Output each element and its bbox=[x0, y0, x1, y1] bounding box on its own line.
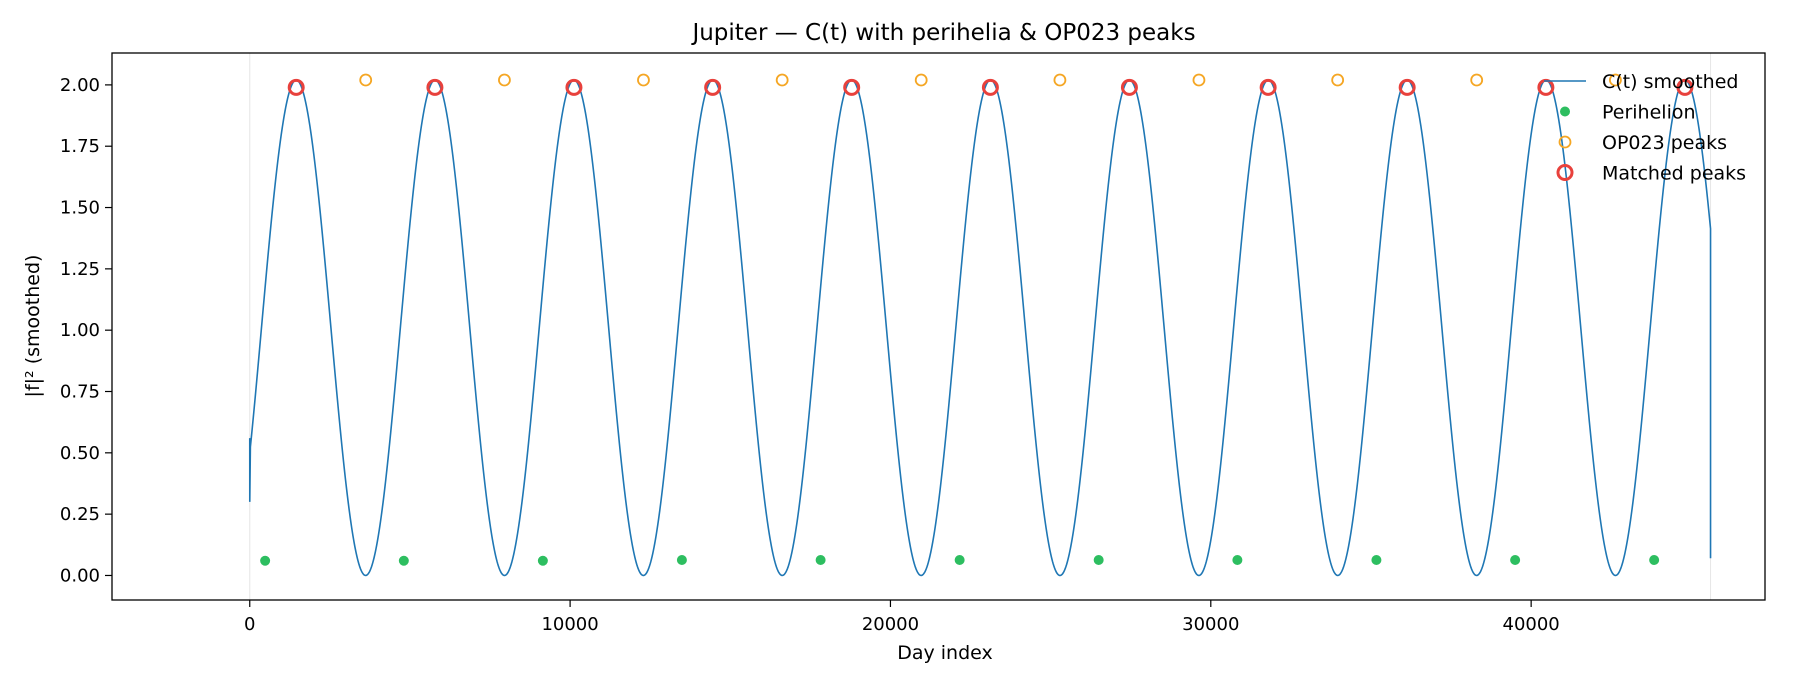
matched-peaks-point-2 bbox=[565, 78, 583, 96]
y-tick-label-6: 1.50 bbox=[60, 198, 100, 219]
perihelion-point-10 bbox=[1649, 555, 1660, 566]
op023-peaks-point-6 bbox=[1192, 73, 1206, 87]
matched-peaks-point-7 bbox=[1259, 78, 1277, 96]
perihelion-point-3 bbox=[676, 555, 687, 566]
legend-swatch-matched-peaks bbox=[1556, 164, 1574, 181]
legend-label-perihelion: Perihelion bbox=[1602, 102, 1696, 124]
op023-peaks-point-0 bbox=[359, 73, 373, 87]
op023-peaks-point-3 bbox=[775, 73, 789, 87]
x-axis-label: Day index bbox=[897, 642, 993, 664]
legend-label-matched-peaks: Matched peaks bbox=[1602, 163, 1746, 185]
op023-peaks-point-4 bbox=[914, 73, 928, 87]
perihelion-point-2 bbox=[537, 555, 548, 566]
op023-peaks-point-2 bbox=[637, 73, 650, 87]
legend: C(t) smoothed Perihelion OP023 peaks Matche… bbox=[1544, 71, 1746, 185]
x-tick-label-3: 30000 bbox=[1182, 614, 1239, 635]
x-tick-label-2: 20000 bbox=[862, 614, 919, 635]
perihelion-point-6 bbox=[1093, 555, 1104, 566]
matched-peaks-point-0 bbox=[287, 78, 305, 96]
perihelion-point-9 bbox=[1510, 555, 1521, 566]
x-tick-label-4: 40000 bbox=[1503, 614, 1560, 635]
x-tick-label-1: 10000 bbox=[541, 614, 598, 635]
matched-peaks-point-4 bbox=[843, 78, 861, 96]
y-tick-label-2: 0.50 bbox=[60, 443, 100, 464]
matched-peaks-point-1 bbox=[426, 78, 444, 96]
op023-peaks-point-1 bbox=[498, 73, 511, 87]
op023-peaks-point-7 bbox=[1331, 73, 1345, 87]
plot-frame bbox=[111, 52, 1766, 601]
matched-peaks-point-3 bbox=[704, 78, 722, 96]
y-tick-label-7: 1.75 bbox=[60, 136, 100, 157]
legend-label-op023-peaks: OP023 peaks bbox=[1602, 132, 1727, 154]
perihelion-point-7 bbox=[1232, 555, 1243, 566]
y-axis-label: |f|² (smoothed) bbox=[22, 255, 44, 398]
legend-label-c-t-smoothed: C(t) smoothed bbox=[1602, 71, 1738, 93]
y-tick-label-4: 1.00 bbox=[60, 320, 100, 341]
op023-peaks-point-9 bbox=[1608, 73, 1622, 87]
perihelion-point-1 bbox=[398, 555, 409, 566]
perihelion-point-8 bbox=[1371, 555, 1382, 566]
x-tick-label-0: 0 bbox=[244, 614, 255, 635]
perihelion-point-0 bbox=[260, 555, 271, 566]
matched-peaks-point-8 bbox=[1398, 78, 1416, 96]
x-axis: 0 10000 20000 30000 40000 bbox=[244, 600, 1560, 635]
perihelion-point-4 bbox=[815, 555, 826, 566]
legend-swatch-op023-peaks bbox=[1558, 135, 1572, 149]
y-tick-label-8: 2.00 bbox=[60, 75, 100, 96]
matched-peaks-point-6 bbox=[1120, 78, 1138, 96]
y-tick-label-1: 0.25 bbox=[60, 504, 100, 525]
op023-peaks-point-8 bbox=[1470, 73, 1484, 87]
y-axis: 0.00 0.25 0.50 0.75 1.00 1.25 1.50 1.75 2.00 bbox=[60, 75, 112, 586]
y-tick-label-3: 0.75 bbox=[60, 382, 100, 403]
legend-swatch-perihelion bbox=[1560, 106, 1570, 117]
series-line-c-t-smoothed bbox=[248, 79, 1712, 577]
chart-title: Jupiter — C(t) with perihelia & OP023 pe… bbox=[690, 20, 1195, 46]
matched-peaks-point-10 bbox=[1676, 78, 1694, 96]
y-tick-label-5: 1.25 bbox=[60, 259, 100, 280]
matched-peaks-point-5 bbox=[981, 78, 999, 96]
y-tick-label-0: 0.00 bbox=[60, 565, 100, 586]
plot-area bbox=[248, 73, 1712, 577]
perihelion-point-5 bbox=[954, 555, 965, 566]
op023-peaks-point-5 bbox=[1053, 73, 1067, 87]
